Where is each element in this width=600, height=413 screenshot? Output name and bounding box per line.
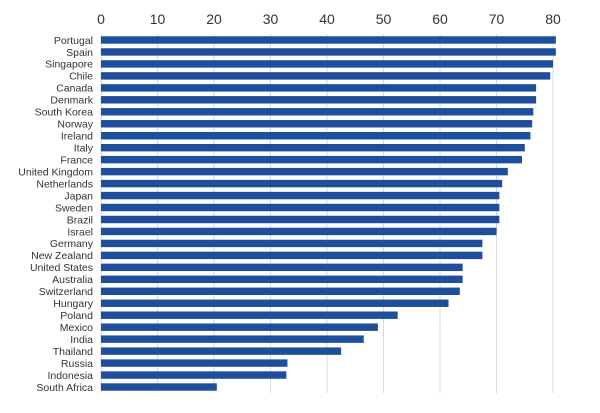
- bar-india: [101, 335, 364, 343]
- category-label: Chile: [69, 71, 93, 83]
- category-label: Norway: [57, 119, 93, 131]
- category-label: Mexico: [60, 322, 93, 334]
- bar-thailand: [101, 347, 342, 355]
- category-label: United States: [30, 262, 93, 274]
- bar-australia: [101, 275, 463, 284]
- category-label: South Korea: [35, 107, 94, 119]
- category-label: Singapore: [45, 59, 93, 71]
- category-label: Italy: [74, 142, 94, 154]
- bar-israel: [101, 227, 497, 236]
- bar-hungary: [101, 299, 449, 307]
- category-label: Poland: [60, 310, 93, 322]
- category-label: Netherlands: [36, 178, 93, 190]
- category-label: Canada: [56, 83, 93, 95]
- bar-italy: [101, 143, 525, 152]
- bar-singapore: [101, 60, 554, 68]
- bar-netherlands: [101, 179, 503, 188]
- category-label: New Zealand: [31, 250, 93, 262]
- bar-norway: [101, 120, 533, 128]
- bar-poland: [101, 311, 398, 319]
- x-tick-label: 20: [206, 11, 222, 27]
- x-tick-label: 30: [263, 11, 279, 27]
- category-label: Israel: [67, 226, 93, 238]
- bar-indonesia: [101, 371, 287, 379]
- category-label: Indonesia: [47, 370, 93, 382]
- category-label: Russia: [61, 358, 93, 370]
- bar-united-states: [101, 263, 463, 272]
- bar-canada: [101, 84, 537, 92]
- category-label: Japan: [64, 190, 93, 202]
- category-label: Australia: [52, 274, 93, 286]
- category-label: Portugal: [54, 35, 93, 47]
- category-label: Sweden: [55, 202, 93, 214]
- bar-new-zealand: [101, 251, 483, 260]
- category-label: Ireland: [61, 131, 93, 143]
- category-label: Germany: [50, 238, 94, 250]
- x-axis-ticks: 0 10 20 30 40 50 60 70 80: [97, 11, 561, 27]
- bar-spain: [101, 48, 556, 56]
- category-label: Hungary: [53, 298, 93, 310]
- x-tick-label: 0: [97, 11, 105, 27]
- bar-ireland: [101, 132, 531, 140]
- bar-japan: [101, 191, 500, 200]
- gridlines: [100, 34, 554, 393]
- bar-russia: [101, 359, 288, 367]
- x-tick-label: 50: [376, 11, 392, 27]
- category-label: France: [60, 154, 93, 166]
- category-label: United Kingdom: [18, 166, 93, 178]
- bar-brazil: [101, 215, 500, 224]
- x-tick-label: 70: [489, 11, 505, 27]
- category-label: Brazil: [67, 214, 93, 226]
- bar-south-korea: [101, 108, 534, 116]
- bars: [101, 36, 556, 391]
- category-label: Spain: [66, 47, 93, 59]
- category-labels: PortugalSpainSingaporeChileCanadaDenmark…: [18, 35, 93, 394]
- category-label: Switzerland: [39, 286, 93, 298]
- bar-switzerland: [101, 287, 460, 295]
- bar-denmark: [101, 96, 537, 104]
- bar-portugal: [101, 36, 556, 44]
- bar-sweden: [101, 203, 500, 212]
- x-tick-label: 40: [319, 11, 335, 27]
- bar-germany: [101, 239, 483, 248]
- bar-united-kingdom: [101, 167, 508, 176]
- x-tick-label: 60: [432, 11, 448, 27]
- category-label: India: [70, 334, 93, 346]
- category-label: Denmark: [50, 95, 93, 107]
- bar-mexico: [101, 323, 378, 331]
- bar-france: [101, 155, 522, 164]
- bar-chile: [101, 72, 551, 80]
- x-tick-label: 10: [150, 11, 166, 27]
- x-tick-label: 80: [545, 11, 561, 27]
- bar-south-africa: [101, 383, 217, 391]
- category-label: South Africa: [36, 382, 93, 394]
- category-label: Thailand: [53, 346, 93, 358]
